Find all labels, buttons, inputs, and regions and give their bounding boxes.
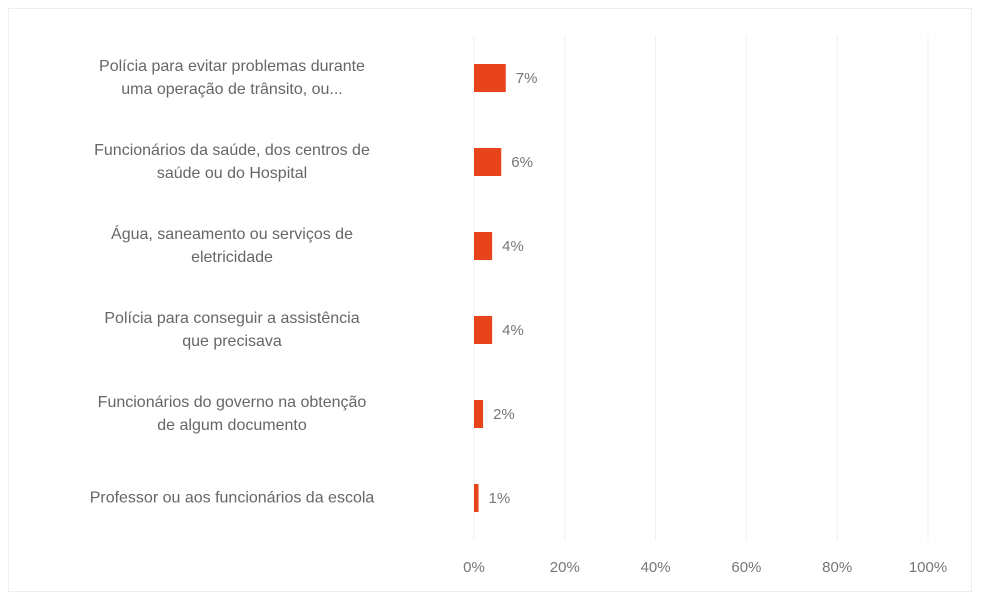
data-label: 4%	[502, 322, 524, 339]
data-label: 1%	[489, 490, 511, 507]
bar	[474, 400, 484, 428]
category-label: Professor ou aos funcionários da escola	[89, 489, 375, 507]
x-tick-label: 60%	[731, 559, 761, 576]
category-label: Polícia para conseguir a assistência que…	[104, 310, 360, 350]
x-tick-label: 100%	[909, 559, 947, 576]
bar	[474, 64, 506, 92]
card	[8, 8, 972, 592]
bar	[474, 232, 493, 260]
bar	[474, 484, 479, 512]
bar	[474, 316, 493, 344]
category-label: Água, saneamento ou serviços de eletrici…	[111, 226, 353, 266]
x-tick-label: 40%	[641, 559, 671, 576]
x-tick-label: 0%	[463, 559, 485, 576]
category-label: Funcionários do governo na obtenção de a…	[97, 394, 367, 434]
category-label: Funcionários da saúde, dos centros de sa…	[94, 142, 370, 182]
category-label: Polícia para evitar problemas durante um…	[99, 58, 365, 98]
data-label: 4%	[502, 238, 524, 255]
data-label: 7%	[516, 70, 538, 87]
data-label: 2%	[493, 406, 515, 423]
x-tick-label: 20%	[550, 559, 580, 576]
x-tick-label: 80%	[822, 559, 852, 576]
bar	[474, 148, 502, 176]
data-label: 6%	[511, 154, 533, 171]
